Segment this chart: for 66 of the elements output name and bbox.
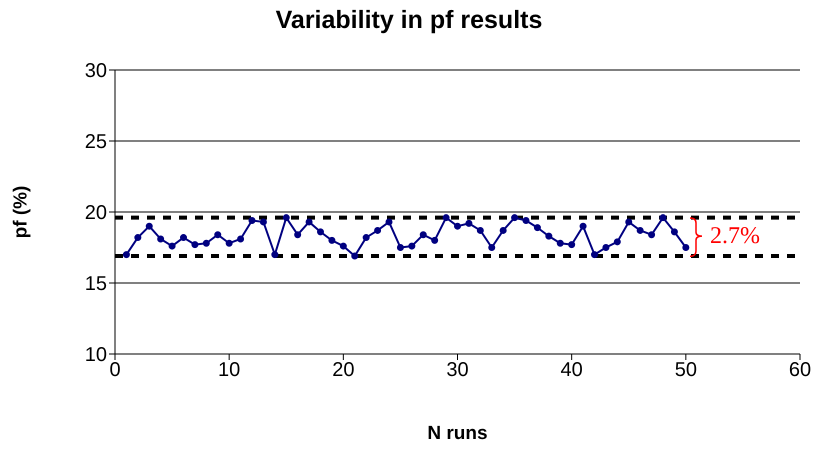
point (202, 240, 210, 247)
point (180, 234, 187, 242)
x-tick-label: 0 (109, 359, 121, 382)
point (191, 241, 198, 248)
point (408, 242, 416, 250)
point (340, 242, 347, 250)
point (648, 231, 656, 238)
point (271, 251, 278, 258)
point (625, 218, 632, 226)
point (362, 234, 370, 242)
point (442, 214, 450, 222)
point (386, 218, 392, 226)
point (670, 228, 678, 236)
point (237, 235, 244, 242)
point (500, 226, 507, 234)
y-tick-label: 10 (84, 344, 107, 366)
y-tick-label: 30 (84, 60, 107, 82)
point (660, 214, 666, 222)
point (157, 235, 164, 242)
y-tick-label: 25 (84, 131, 107, 154)
point (260, 218, 267, 226)
point (328, 236, 336, 244)
point (568, 241, 576, 248)
point (396, 244, 404, 251)
point (306, 218, 313, 226)
x-tick-label: 30 (446, 359, 469, 382)
point (636, 226, 644, 234)
point (431, 236, 438, 244)
point (682, 244, 690, 251)
x-tick-label: 20 (332, 359, 354, 382)
y-tick-label: 15 (84, 273, 107, 296)
point (226, 240, 233, 247)
x-tick-label: 40 (560, 359, 583, 382)
point (522, 217, 530, 224)
x-axis-title: N runs (427, 423, 488, 444)
point (168, 242, 176, 250)
point (614, 238, 621, 246)
point (591, 251, 598, 258)
point (122, 251, 130, 258)
point (351, 252, 358, 260)
point (248, 217, 256, 224)
x-tick-label: 50 (674, 359, 697, 382)
point (146, 222, 153, 230)
y-axis-title: pf (%) (10, 186, 32, 238)
point (545, 232, 552, 240)
point (454, 222, 461, 230)
point (556, 240, 564, 247)
point (580, 222, 587, 230)
x-tick-label: 10 (218, 359, 240, 382)
point (465, 220, 472, 227)
point (214, 231, 222, 238)
point (511, 214, 518, 222)
point (374, 226, 382, 234)
point (317, 228, 324, 236)
point (134, 234, 142, 242)
point (420, 231, 427, 238)
y-tick-label: 20 (84, 202, 107, 224)
annotation: 2.7% (710, 222, 760, 250)
point (488, 244, 496, 251)
point (602, 244, 610, 251)
point (294, 231, 302, 238)
point (476, 226, 484, 234)
point (534, 224, 541, 232)
x-tick-label: 60 (788, 359, 812, 382)
chart-title: Variability in pf results (274, 6, 544, 35)
point (282, 214, 290, 222)
